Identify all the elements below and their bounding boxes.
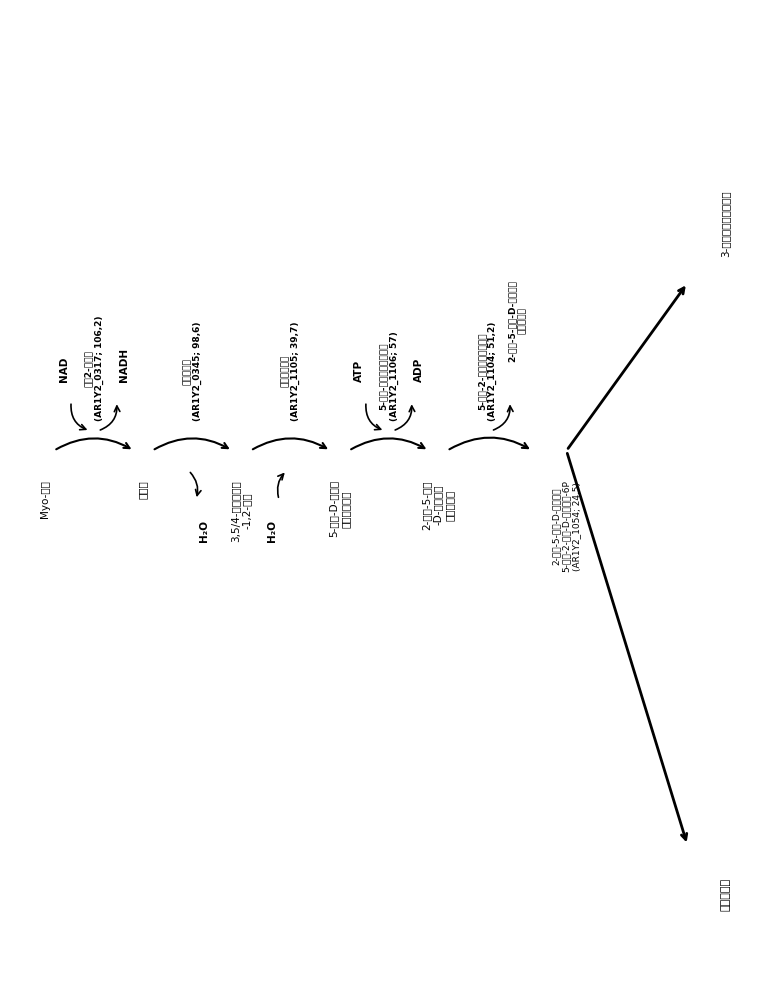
Text: 2-脱氧-5-酮基-D-葡萄糖酸
5-酮基-2-脱氧-D-葡萄糖酸-6P
(AR1Y2_1054; 24,5): 2-脱氧-5-酮基-D-葡萄糖酸 5-酮基-2-脱氧-D-葡萄糖酸-6P (AR… [551,480,581,572]
Text: H₂O: H₂O [199,520,209,542]
Text: 肌醇2-脱氢酶
(AR1Y2_0317; 106,2): 肌醇2-脱氢酶 (AR1Y2_0317; 106,2) [84,316,104,421]
Text: 5-酮基-2-脱氢葡萄糖酸激酶
(AR1Y2_1104; 51,2): 5-酮基-2-脱氢葡萄糖酸激酶 (AR1Y2_1104; 51,2) [477,322,497,421]
Text: 3-氧代丙酸（盐或酯）: 3-氧代丙酸（盐或酯） [720,191,730,257]
Text: 鲨肌糖: 鲨肌糖 [138,480,148,499]
Text: 5-脱氧-D-葡萄糖
酸（盐或酯）: 5-脱氧-D-葡萄糖 酸（盐或酯） [329,480,350,537]
Text: ATP: ATP [353,360,363,382]
Text: 3,5/4-三羟基环己
-1,2-二酮: 3,5/4-三羟基环己 -1,2-二酮 [230,480,252,542]
Text: ADP: ADP [414,357,424,382]
Text: 2-脱氧-5-酮基-D-葡萄糖酸
（盐或酯）: 2-脱氧-5-酮基-D-葡萄糖酸 （盐或酯） [507,280,527,362]
Text: NAD: NAD [59,356,69,382]
Text: 磷酸甘油酯: 磷酸甘油酯 [720,878,730,911]
Text: NADH: NADH [119,348,129,382]
Text: 5-脱氧-葡萄糖醛酸异构酶
(AR1Y2_1106; 57): 5-脱氧-葡萄糖醛酸异构酶 (AR1Y2_1106; 57) [379,331,399,421]
Text: 2-脱氧-5-酮基
-D-葡萄糖酸
（盐或酯）: 2-脱氧-5-酮基 -D-葡萄糖酸 （盐或酯） [421,480,454,530]
Text: H₂O: H₂O [266,520,276,542]
Text: 表肌醇水解酶
(AR1Y2_1105; 39,7): 表肌醇水解酶 (AR1Y2_1105; 39,7) [281,322,300,421]
Text: 肌糖脱水酶
(AR1Y2_0345; 98,6): 肌糖脱水酶 (AR1Y2_0345; 98,6) [182,322,202,421]
Text: Myo-肌醇: Myo-肌醇 [40,480,50,518]
